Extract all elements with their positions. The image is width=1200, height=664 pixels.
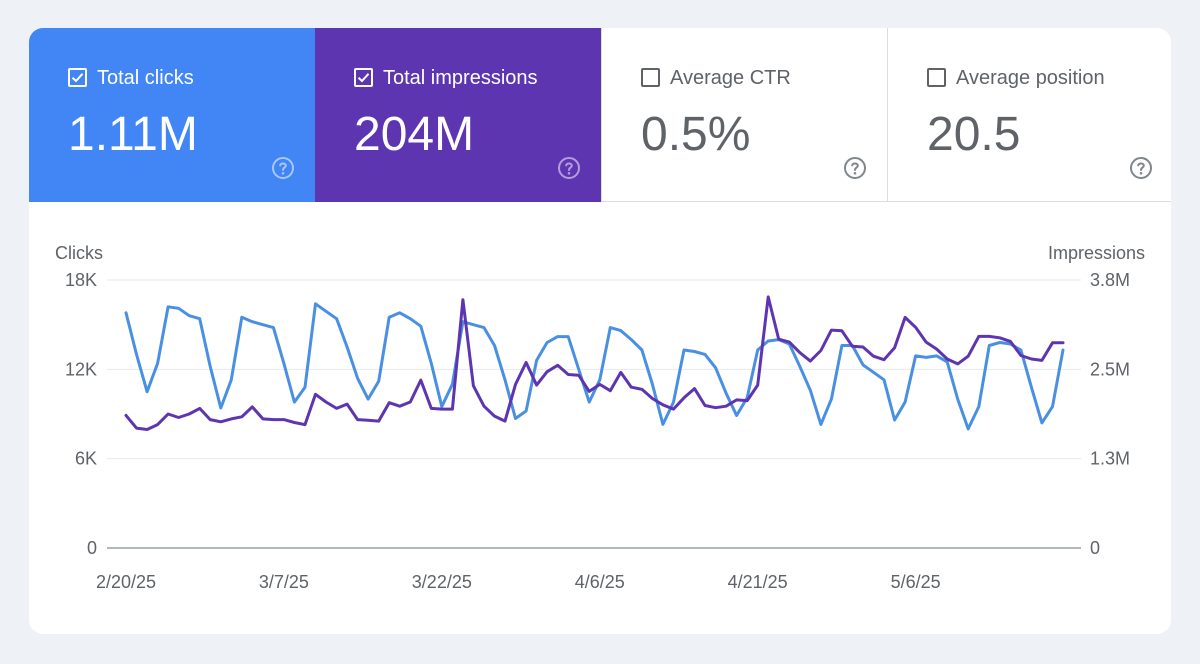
metric-card-average-ctr[interactable]: Average CTR 0.5% <box>601 28 887 202</box>
metric-card-average-position[interactable]: Average position 20.5 <box>887 28 1171 202</box>
checkbox-unchecked-icon[interactable] <box>927 68 946 87</box>
checkbox-checked-icon[interactable] <box>354 68 373 87</box>
x-tick-label: 3/22/25 <box>412 572 472 592</box>
metric-label: Total impressions <box>383 67 538 89</box>
help-icon[interactable] <box>271 156 295 180</box>
left-y-tick-label: 6K <box>75 449 97 469</box>
x-tick-label: 4/6/25 <box>575 572 625 592</box>
right-y-tick-label: 0 <box>1090 538 1100 558</box>
chart-svg: Clicks Impressions 0 0 6K 1.3M 12K 2.5M 18K 3.8… <box>55 243 1145 592</box>
performance-panel: Total clicks 1.11M Total impressions 204… <box>29 28 1171 634</box>
performance-chart: Clicks Impressions 0 0 6K 1.3M 12K 2.5M 18K 3.8… <box>29 202 1171 634</box>
metric-label: Average CTR <box>670 67 791 89</box>
right-y-tick-label: 1.3M <box>1090 449 1130 469</box>
checkbox-checked-icon[interactable] <box>68 68 87 87</box>
right-y-tick-label: 3.8M <box>1090 270 1130 290</box>
left-y-tick-label: 18K <box>65 270 97 290</box>
checkbox-unchecked-icon[interactable] <box>641 68 660 87</box>
help-icon[interactable] <box>843 156 867 180</box>
x-tick-label: 5/6/25 <box>891 572 941 592</box>
metric-card-total-clicks[interactable]: Total clicks 1.11M <box>29 28 315 202</box>
metric-value: 0.5% <box>641 108 751 161</box>
metric-value: 204M <box>354 108 475 161</box>
metric-value: 20.5 <box>927 108 1021 161</box>
metric-card-total-impressions[interactable]: Total impressions 204M <box>315 28 601 202</box>
left-axis-title: Clicks <box>55 243 103 263</box>
x-tick-label: 4/21/25 <box>728 572 788 592</box>
metric-value: 1.11M <box>68 108 198 161</box>
help-icon[interactable] <box>557 156 581 180</box>
right-y-tick-label: 2.5M <box>1090 359 1130 379</box>
series-lines <box>124 295 1065 431</box>
axis-ticks: 0 0 6K 1.3M 12K 2.5M 18K 3.8M 2/20/25 3/7/25 3/22/… <box>65 270 1130 592</box>
series-line-total-clicks <box>124 302 1065 431</box>
series-line-total-impressions <box>124 295 1065 431</box>
x-tick-label: 3/7/25 <box>259 572 309 592</box>
right-axis-title: Impressions <box>1048 243 1145 263</box>
help-icon[interactable] <box>1129 156 1153 180</box>
metric-label: Total clicks <box>97 67 194 89</box>
metric-cards: Total clicks 1.11M Total impressions 204… <box>29 28 1171 202</box>
x-tick-label: 2/20/25 <box>96 572 156 592</box>
left-y-tick-label: 0 <box>87 538 97 558</box>
gridlines <box>107 279 1081 549</box>
left-y-tick-label: 12K <box>65 359 97 379</box>
metric-label: Average position <box>956 67 1105 89</box>
